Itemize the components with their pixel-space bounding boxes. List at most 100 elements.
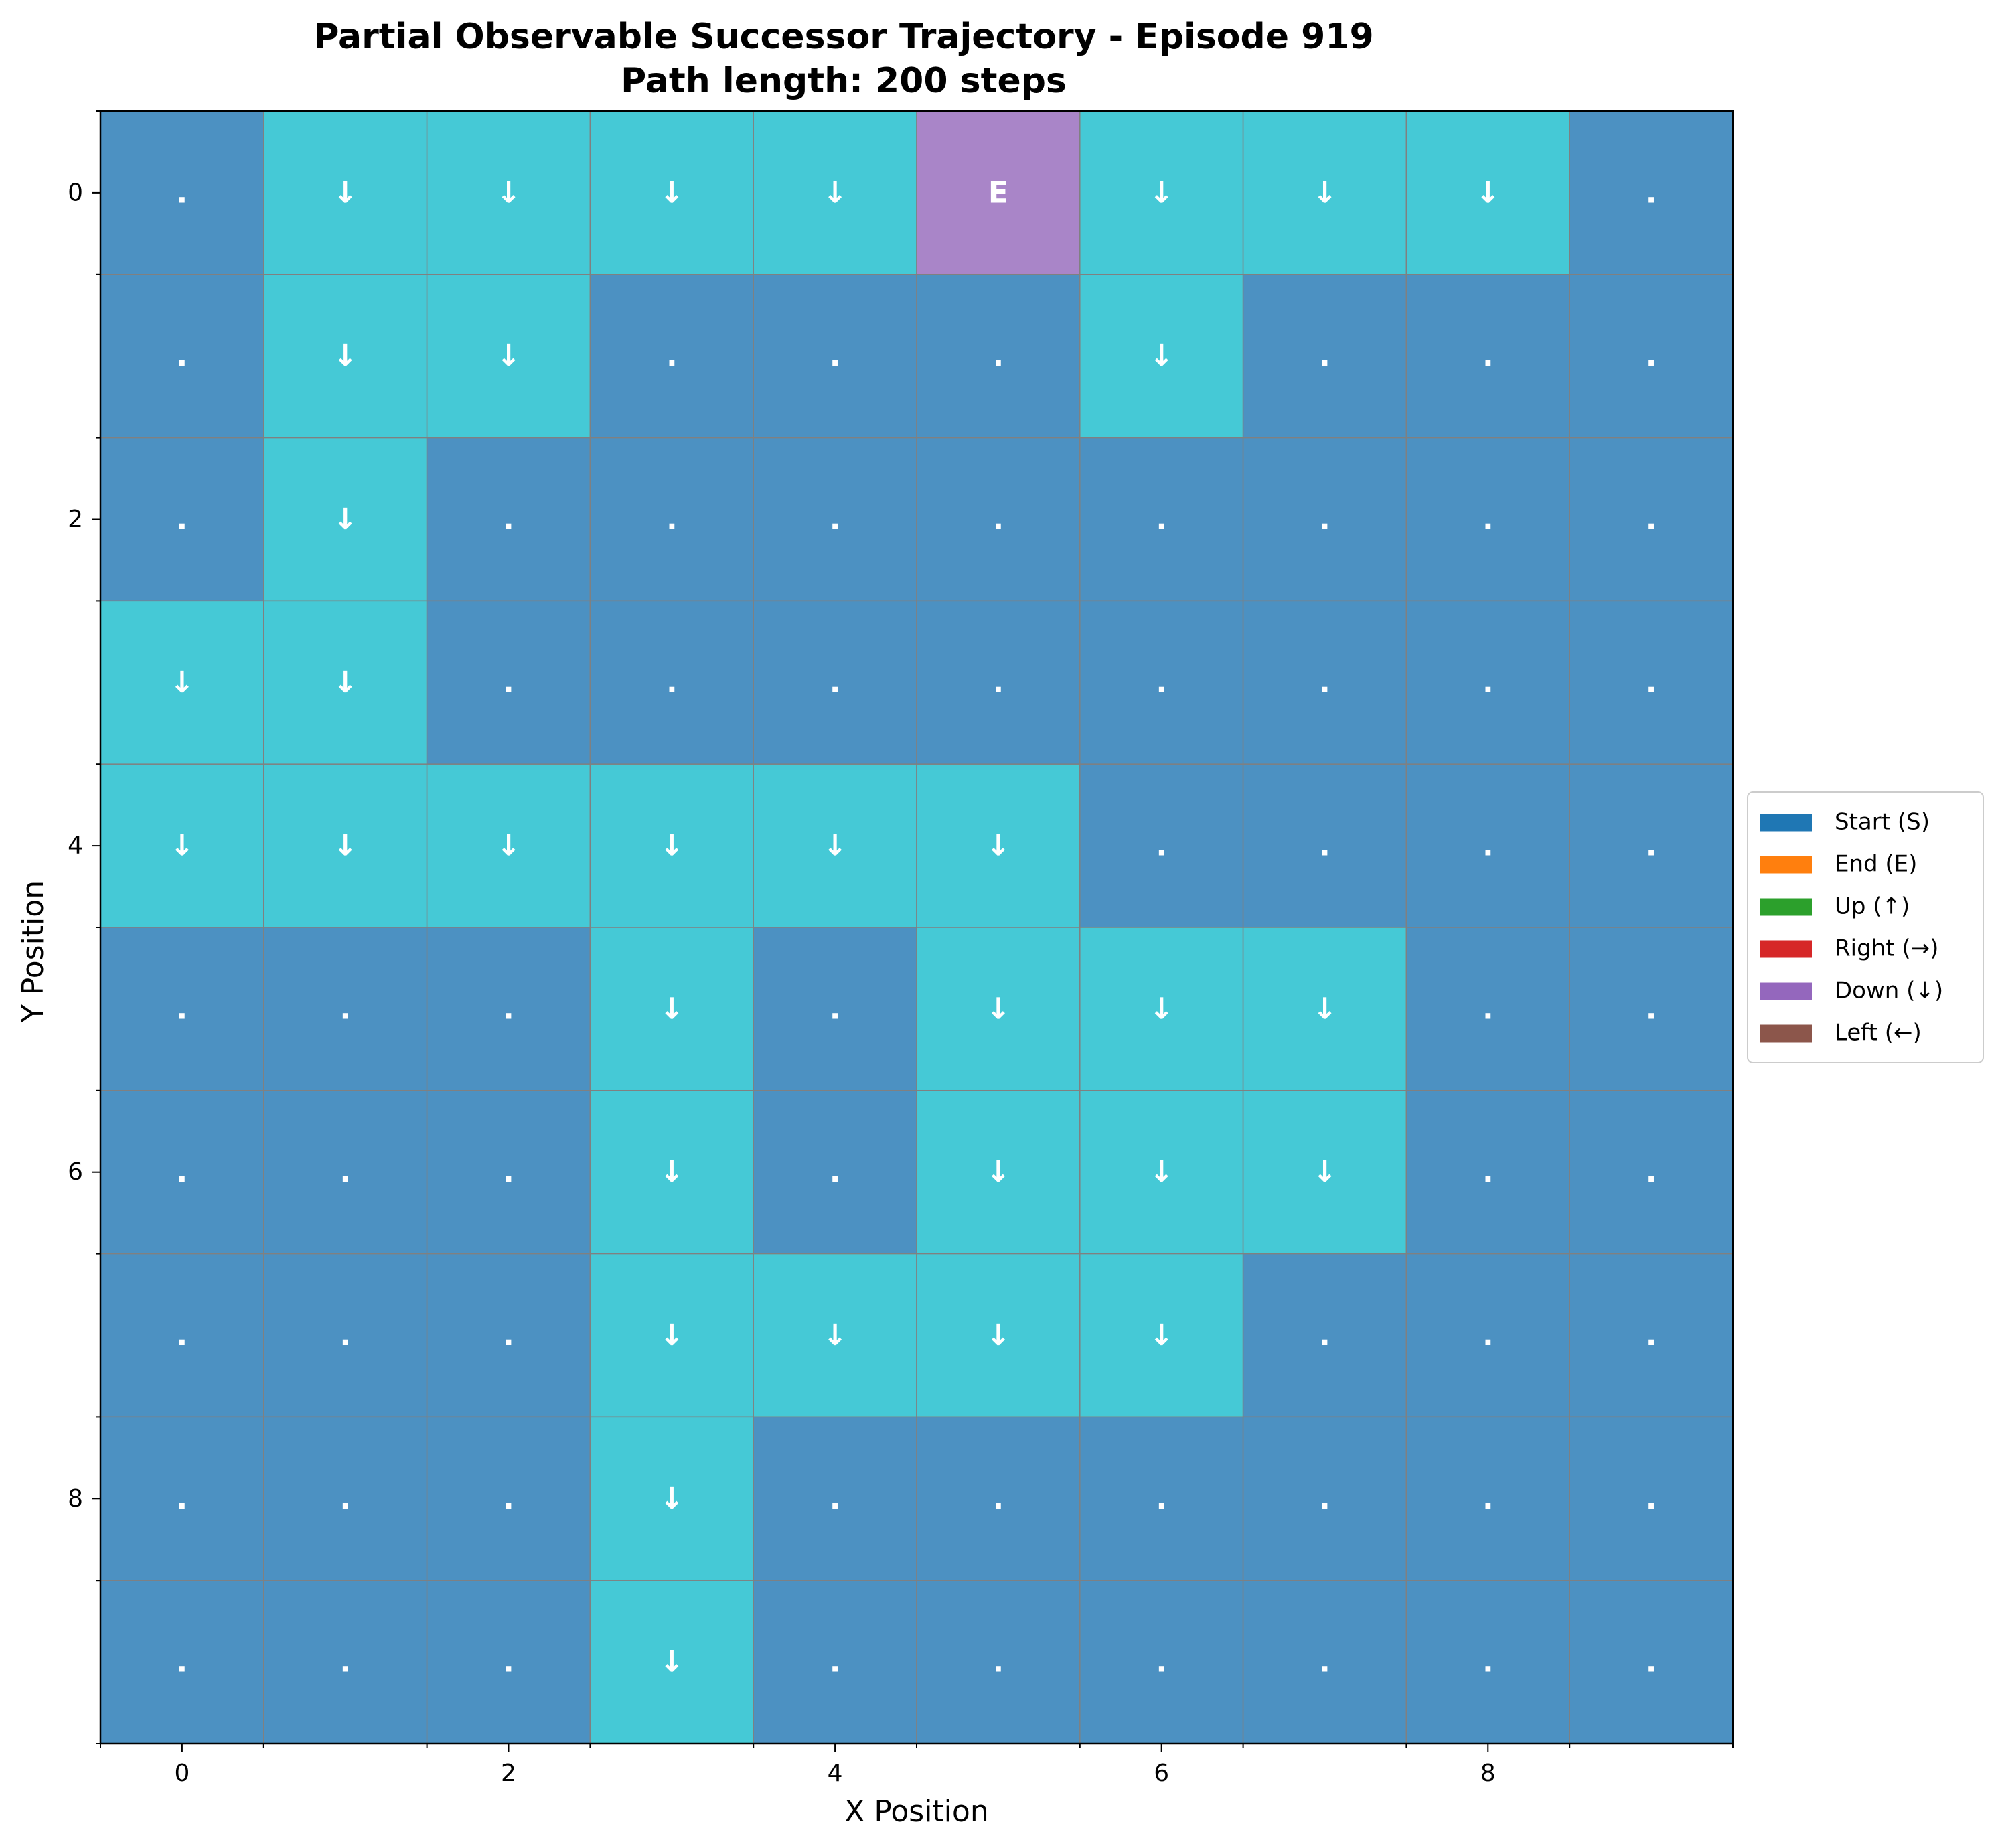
cell-1-2 [426,274,591,439]
cell-4-1 [263,763,428,928]
cell-9-5 [916,1580,1081,1744]
cell-symbol-4-8: . [1482,829,1494,863]
cell-symbol-2-2: . [503,502,514,536]
cell-1-9 [1569,274,1734,439]
cell-0-6 [1079,110,1244,275]
cell-symbol-0-3: ↓ [660,175,684,210]
cell-1-5 [916,274,1081,439]
cell-7-3 [589,1253,754,1418]
cell-symbol-5-5: ↓ [986,992,1010,1026]
cell-4-5 [916,763,1081,928]
cell-3-0 [100,600,264,765]
cell-symbol-3-1: ↓ [333,666,358,700]
cell-symbol-0-0: . [177,175,188,210]
cell-symbol-3-2: . [503,666,514,700]
chart-title: Partial Observable Successor Trajectory … [313,17,1373,57]
cell-symbol-1-1: ↓ [333,339,358,373]
chart-subtitle: Path length: 200 steps [621,61,1067,101]
legend-label: Up (↑) [1835,893,1910,920]
cell-0-7 [1242,110,1407,275]
cell-7-5 [916,1253,1081,1418]
cell-2-1 [263,437,428,602]
cell-symbol-7-9: . [1646,1318,1657,1353]
cell-5-4 [753,927,917,1091]
cell-symbol-3-9: . [1646,666,1657,700]
cell-9-6 [1079,1580,1244,1744]
cell-3-3 [589,600,754,765]
cell-6-5 [916,1090,1081,1255]
cell-symbols: . ↓ ↓ ↓ ↓ E ↓ ↓ ↓.. ↓ ↓... ↓.... ↓....... . ↓ ↓........… [169,175,1657,1679]
cell-5-8 [1405,927,1570,1091]
cell-5-5 [916,927,1081,1091]
cell-symbol-0-4: ↓ [823,175,848,210]
cell-8-1 [263,1416,428,1581]
cell-symbol-0-2: ↓ [496,175,521,210]
cell-4-3 [589,763,754,928]
x-tick-label: 4 [828,1760,843,1787]
cell-5-2 [426,927,591,1091]
cell-8-9 [1569,1416,1734,1581]
cell-symbol-3-0: ↓ [169,666,194,700]
cell-symbol-7-4: ↓ [823,1318,848,1353]
cell-symbol-1-4: . [830,339,841,373]
cell-symbol-5-3: ↓ [660,992,684,1026]
cell-6-9 [1569,1090,1734,1255]
cell-symbol-6-8: . [1482,1155,1494,1189]
cell-symbol-6-5: ↓ [986,1155,1010,1189]
cell-symbol-4-4: ↓ [823,829,848,863]
cell-symbol-6-9: . [1646,1155,1657,1189]
cell-6-6 [1079,1090,1244,1255]
cell-0-5 [916,110,1081,275]
cell-symbol-6-6: ↓ [1149,1155,1174,1189]
x-tick-label: 2 [501,1760,516,1787]
legend-label: Left (←) [1835,1020,1922,1047]
cell-3-4 [753,600,917,765]
cell-symbol-5-0: . [177,992,188,1026]
cell-symbol-3-4: . [830,666,841,700]
cell-symbol-0-8: ↓ [1476,175,1501,210]
cell-6-8 [1405,1090,1570,1255]
cell-symbol-2-3: . [666,502,678,536]
cell-symbol-2-4: . [830,502,841,536]
cell-symbol-6-0: . [177,1155,188,1189]
cell-0-3 [589,110,754,275]
cell-symbol-0-6: ↓ [1149,175,1174,210]
cell-3-5 [916,600,1081,765]
cell-symbol-6-7: ↓ [1312,1155,1337,1189]
legend-label: End (E) [1835,851,1917,878]
cell-symbol-4-0: ↓ [169,829,194,863]
cell-7-2 [426,1253,591,1418]
cell-symbol-9-5: . [993,1645,1004,1679]
cell-0-0 [100,110,264,275]
cell-2-4 [753,437,917,602]
cell-symbol-9-9: . [1646,1645,1657,1679]
cell-1-4 [753,274,917,439]
cell-symbol-8-8: . [1482,1482,1494,1516]
cell-8-2 [426,1416,591,1581]
legend-label: Down (↓) [1835,978,1943,1004]
cell-0-1 [263,110,428,275]
cell-symbol-1-6: ↓ [1149,339,1174,373]
cell-symbol-2-7: . [1319,502,1330,536]
y-tick-label: 4 [68,832,83,860]
cell-7-8 [1405,1253,1570,1418]
legend-swatch [1760,982,1812,1000]
cell-symbol-6-1: . [339,1155,351,1189]
cell-8-5 [916,1416,1081,1581]
legend-swatch [1760,1024,1812,1043]
cell-9-9 [1569,1580,1734,1744]
cell-7-7 [1242,1253,1407,1418]
cell-symbol-1-3: . [666,339,678,373]
cell-symbol-9-0: . [177,1645,188,1679]
cell-symbol-5-7: ↓ [1312,992,1337,1026]
cell-symbol-1-9: . [1646,339,1657,373]
x-axis-label: X Position [844,1794,988,1829]
y-tick-label: 8 [68,1485,83,1513]
cell-symbol-9-4: . [830,1645,841,1679]
cell-2-8 [1405,437,1570,602]
legend-swatch [1760,898,1812,916]
cell-symbol-5-9: . [1646,992,1657,1026]
cell-symbol-4-1: ↓ [333,829,358,863]
cell-symbol-3-6: . [1156,666,1167,700]
